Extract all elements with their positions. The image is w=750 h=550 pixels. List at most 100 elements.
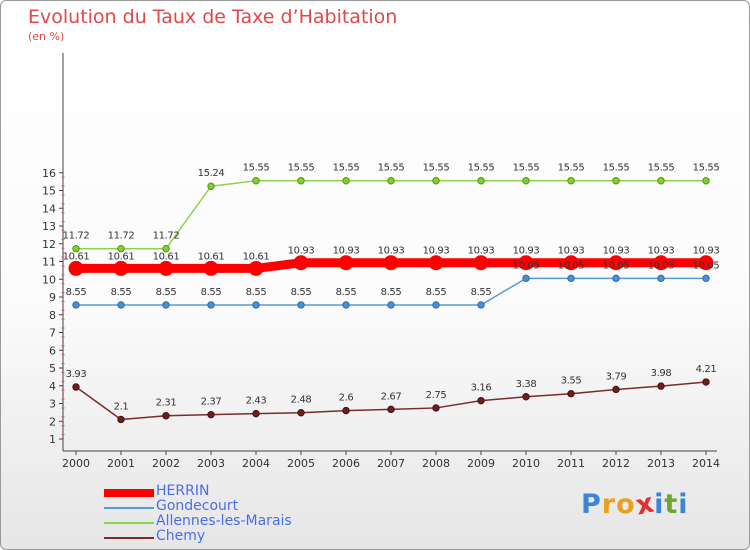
data-label: 15.55 xyxy=(558,163,585,174)
data-label: 3.98 xyxy=(651,368,672,379)
data-point-gondecourt xyxy=(432,301,440,309)
data-label: 10.93 xyxy=(333,246,360,257)
data-label: 10.93 xyxy=(513,246,540,257)
legend-swatch xyxy=(104,537,154,539)
data-label: 10.93 xyxy=(648,246,675,257)
y-tick-label: 10 xyxy=(42,273,56,286)
data-label: 10.93 xyxy=(558,246,585,257)
data-point-herrin xyxy=(653,255,669,271)
x-tick-label: 2008 xyxy=(422,457,450,470)
x-tick-label: 2014 xyxy=(692,457,720,470)
data-point-allennes-les-marais xyxy=(207,182,215,190)
data-label: 10.61 xyxy=(198,251,225,262)
data-point-gondecourt xyxy=(252,301,260,309)
data-point-gondecourt xyxy=(387,301,395,309)
y-tick-label: 7 xyxy=(49,327,56,340)
data-label: 8.55 xyxy=(381,287,402,298)
data-point-allennes-les-marais xyxy=(162,245,170,253)
data-label: 15.55 xyxy=(243,163,270,174)
data-label: 2.75 xyxy=(426,390,447,401)
x-tick-label: 2010 xyxy=(512,457,540,470)
data-label: 3.79 xyxy=(606,371,627,382)
x-tick-label: 2001 xyxy=(107,457,135,470)
data-label: 8.55 xyxy=(66,287,87,298)
data-label: 2.31 xyxy=(156,398,177,409)
y-tick-label: 4 xyxy=(49,380,56,393)
data-point-herrin xyxy=(293,255,309,271)
y-tick-label: 3 xyxy=(49,398,56,411)
data-label: 3.55 xyxy=(561,376,582,387)
series-gondecourt xyxy=(72,274,710,309)
data-point-chemy xyxy=(117,415,125,424)
legend-label: Chemy xyxy=(156,528,206,544)
data-point-gondecourt xyxy=(207,301,215,309)
data-label: 15.24 xyxy=(198,168,225,179)
data-point-allennes-les-marais xyxy=(387,177,395,185)
logo-letter: P xyxy=(581,489,602,520)
data-label: 10.93 xyxy=(468,246,495,257)
data-point-herrin xyxy=(608,255,624,271)
data-point-allennes-les-marais xyxy=(72,245,80,253)
proxiti-logo: Proxiti xyxy=(581,487,689,521)
data-label: 8.55 xyxy=(156,287,177,298)
x-tick-label: 2002 xyxy=(152,457,180,470)
data-point-chemy xyxy=(72,383,80,391)
data-labels-gondecourt: 8.55 8.55 8.55 8.55 8.55 8.55 8.55 8.55 8.55 8.55… xyxy=(66,260,720,298)
data-label: 8.55 xyxy=(336,287,357,298)
data-label: 10.93 xyxy=(603,246,630,257)
data-label: 10.61 xyxy=(243,251,270,262)
data-label: 15.55 xyxy=(288,163,315,174)
data-point-gondecourt xyxy=(297,301,305,309)
x-tick-label: 2012 xyxy=(602,457,630,470)
data-point-chemy xyxy=(702,378,710,386)
x-tick-label: 2007 xyxy=(377,457,405,470)
data-label: 11.72 xyxy=(108,231,135,242)
data-point-chemy xyxy=(252,409,260,418)
y-tick-label: 12 xyxy=(42,238,56,251)
data-label: 2.48 xyxy=(291,395,312,406)
legend-swatch xyxy=(104,522,154,524)
data-label: 2.43 xyxy=(246,396,267,407)
data-point-allennes-les-marais xyxy=(612,177,620,185)
data-point-herrin xyxy=(383,255,399,271)
data-label: 10.05 xyxy=(513,260,540,271)
legend-swatch xyxy=(104,507,154,509)
logo-letter: r xyxy=(601,489,617,520)
data-label: 2.37 xyxy=(201,397,222,408)
data-point-gondecourt xyxy=(612,274,620,283)
data-point-chemy xyxy=(567,390,575,398)
data-label: 3.38 xyxy=(516,379,537,390)
legend-label: Allennes-les-Marais xyxy=(156,513,292,529)
data-labels-chemy: 3.93 2.1 2.31 2.37 2.43 2.48 2.6 2.67 2.75 3.16 3.… xyxy=(66,364,717,412)
legend-swatch xyxy=(104,489,154,497)
data-point-chemy xyxy=(522,393,530,401)
logo-letter: i xyxy=(678,489,689,520)
x-tick-label: 2004 xyxy=(242,457,270,470)
y-tick-label: 9 xyxy=(49,291,56,304)
data-point-gondecourt xyxy=(72,301,80,309)
logo-letter: i xyxy=(654,489,665,520)
series-allennes-les-marais xyxy=(72,177,710,253)
data-label: 10.05 xyxy=(648,260,675,271)
y-tick-label: 6 xyxy=(49,344,56,357)
data-point-gondecourt xyxy=(477,301,485,309)
data-label: 11.72 xyxy=(153,231,180,242)
data-point-gondecourt xyxy=(162,301,170,309)
data-label: 15.55 xyxy=(603,163,630,174)
x-tick-label: 2005 xyxy=(287,457,315,470)
data-point-herrin xyxy=(563,255,579,271)
x-tick-label: 2011 xyxy=(557,457,585,470)
legend-label: HERRIN xyxy=(156,483,210,499)
data-label: 10.93 xyxy=(378,246,405,257)
data-label: 10.05 xyxy=(603,260,630,271)
data-point-herrin xyxy=(158,260,174,276)
data-label: 10.93 xyxy=(288,246,315,257)
data-point-herrin xyxy=(248,260,264,276)
x-tick-label: 2006 xyxy=(332,457,360,470)
y-tick-label: 2 xyxy=(49,415,56,428)
x-tick-label: 2000 xyxy=(62,457,90,470)
y-tick-label: 16 xyxy=(42,167,56,180)
data-point-herrin xyxy=(68,260,84,276)
